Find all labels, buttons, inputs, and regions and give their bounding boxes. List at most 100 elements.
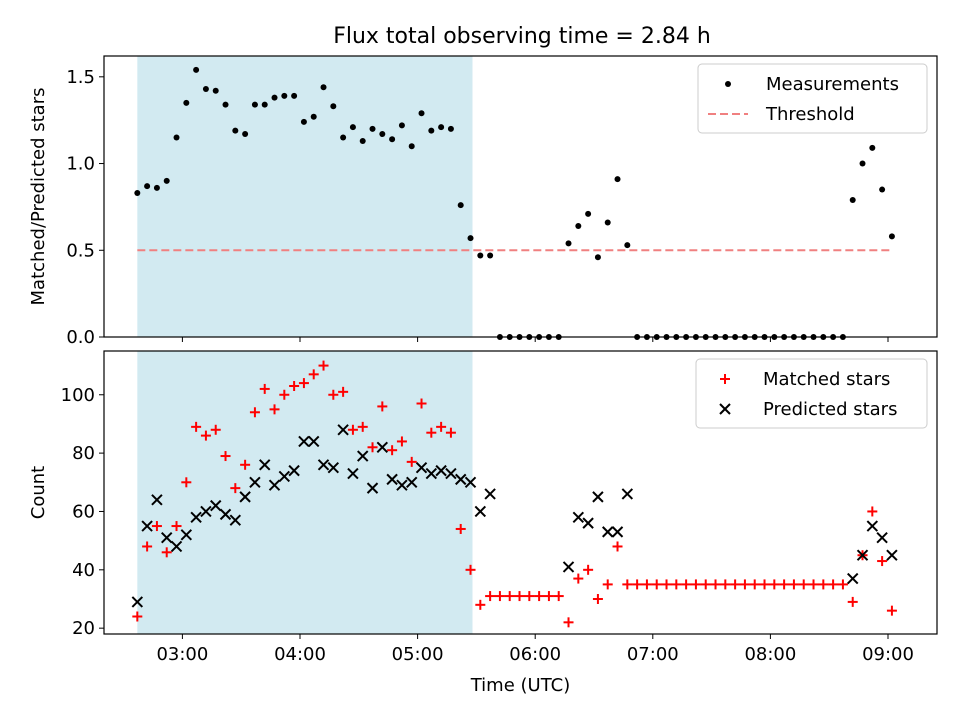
matched-star-point — [191, 421, 202, 432]
predicted-star-point — [866, 520, 879, 532]
measurement-point — [879, 186, 886, 193]
matched-star-point — [749, 579, 760, 590]
matched-star-point — [828, 579, 839, 590]
matched-star-point — [200, 430, 211, 441]
matched-star-point — [485, 591, 496, 602]
measurement-point — [604, 219, 611, 226]
matched-star-point — [289, 381, 300, 392]
y-tick-label: 0.0 — [66, 327, 95, 348]
predicted-star-point — [572, 511, 585, 524]
bottom-x-ticks: 03:00 04:00 05:00 06:00 07:00 08:00 09:00 — [156, 634, 914, 665]
measurement-point — [144, 183, 151, 190]
matched-star-point — [181, 477, 192, 488]
matched-star-point — [759, 579, 770, 590]
predicted-star-point — [239, 491, 251, 503]
matched-star-point — [338, 386, 349, 397]
predicted-star-point — [151, 494, 163, 506]
top-x-ticks — [181, 337, 889, 342]
matched-star-point — [465, 564, 476, 575]
matched-star-point — [739, 579, 750, 590]
measurement-point — [202, 85, 209, 92]
measurement-point — [408, 143, 415, 150]
top-axes-frame — [103, 55, 938, 338]
matched-star-point — [132, 611, 143, 622]
x-tick-label: 04:00 — [274, 644, 326, 665]
matched-star-point — [690, 579, 701, 590]
measurement-point — [173, 134, 180, 141]
predicted-star-point — [141, 520, 153, 532]
legend-label-threshold: Threshold — [765, 104, 855, 125]
matched-star-point — [592, 593, 603, 604]
matched-star-point — [563, 617, 574, 628]
predicted-star-point — [190, 511, 202, 524]
top-shaded-region — [137, 56, 473, 337]
matched-star-point — [671, 579, 682, 590]
matched-star-point — [788, 579, 799, 590]
top-legend-box — [697, 63, 928, 134]
predicted-star-point — [288, 464, 300, 477]
matched-star-point — [220, 451, 231, 462]
measurement-point — [467, 235, 474, 242]
matched-star-point — [700, 579, 711, 590]
predicted-star-point — [376, 441, 389, 453]
measurement-point — [585, 210, 592, 217]
predicted-star-point — [611, 526, 624, 538]
x-tick-label: 08:00 — [744, 644, 796, 665]
predicted-star-point — [425, 467, 438, 480]
matched-star-point — [602, 579, 613, 590]
matched-star-point — [808, 579, 819, 590]
measurement-point — [379, 131, 386, 138]
matched-star-point — [837, 579, 848, 590]
measurement-point — [193, 66, 200, 73]
measurement-point — [340, 134, 347, 141]
predicted-star-point — [298, 435, 310, 448]
matched-star-point — [259, 383, 270, 394]
chart-title: Flux total observing time = 2.84 h — [333, 24, 711, 49]
measurement-point — [447, 125, 454, 132]
predicted-star-point — [484, 488, 496, 500]
matched-star-point — [494, 591, 505, 602]
measurement-point — [359, 137, 366, 144]
matched-star-point — [661, 579, 672, 590]
matched-star-point — [161, 547, 172, 558]
bottom-shaded-region — [137, 351, 473, 634]
measurement-point — [222, 101, 229, 108]
matched-star-point — [298, 378, 309, 389]
measurement-point — [869, 144, 876, 151]
measurement-point — [575, 222, 582, 229]
matched-star-point — [867, 506, 878, 517]
measurement-point — [594, 254, 601, 261]
predicted-star-point — [876, 532, 888, 544]
matched-star-point — [651, 579, 662, 590]
matched-star-point — [308, 369, 319, 380]
matched-star-point — [632, 579, 643, 590]
measurement-point — [320, 84, 327, 91]
matched-star-point — [730, 579, 741, 590]
matched-star-point — [818, 579, 829, 590]
y-tick-label: 1.5 — [66, 67, 95, 88]
measurement-point — [487, 252, 494, 259]
x-tick-label: 05:00 — [392, 644, 444, 665]
predicted-star-point — [886, 549, 898, 561]
matched-star-point — [524, 591, 535, 602]
y-tick-label: 0.5 — [66, 240, 95, 261]
measurement-point — [291, 92, 298, 99]
predicted-star-point — [357, 450, 369, 462]
matched-star-point — [877, 556, 888, 567]
matched-star-point — [230, 483, 241, 494]
measurement-point — [624, 242, 631, 249]
matched-star-point — [475, 599, 486, 610]
matched-star-point — [455, 523, 466, 534]
matched-star-point — [710, 579, 721, 590]
measurement-point — [418, 110, 425, 117]
predicted-star-point — [308, 435, 320, 448]
matched-star-point — [142, 541, 153, 552]
measurement-point — [438, 124, 445, 131]
measurement-point — [330, 103, 337, 110]
y-tick-label: 1.0 — [66, 154, 95, 175]
top-marks — [134, 66, 895, 340]
measurement-point — [565, 240, 572, 247]
measurement-point — [398, 122, 405, 129]
matched-star-point — [416, 398, 427, 409]
